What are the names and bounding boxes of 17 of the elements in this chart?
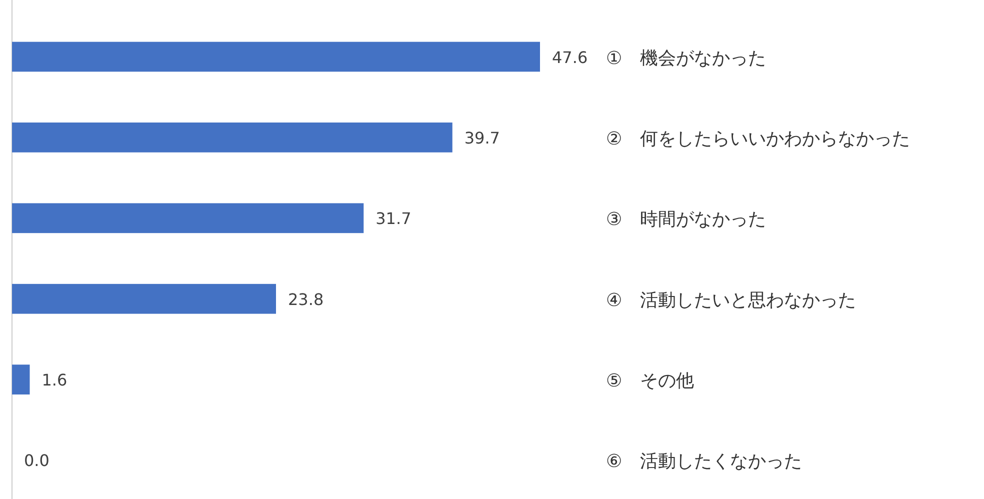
data-label: 23.8 [288, 290, 324, 309]
data-label: 39.7 [464, 128, 500, 148]
y-tick-label: ① 機会がなかった [606, 48, 766, 69]
bar [12, 284, 276, 314]
data-label: 31.7 [376, 209, 412, 228]
data-label: 1.6 [42, 370, 68, 390]
bar [12, 203, 364, 234]
y-tick-label: ⑤ その他 [606, 370, 694, 392]
bar [12, 42, 540, 72]
data-label: 47.6 [552, 48, 588, 67]
y-tick-label: ② 何をしたらいいかわからなかった [606, 128, 910, 150]
bar [12, 364, 30, 394]
y-tick-label: ③ 時間がなかった [606, 209, 766, 230]
y-tick-label: ④ 活動したいと思わなかった [606, 290, 856, 311]
y-tick-label: ⑥ 活動したくなかった [606, 451, 802, 472]
bar [12, 122, 452, 152]
data-label: 0.0 [24, 451, 50, 470]
